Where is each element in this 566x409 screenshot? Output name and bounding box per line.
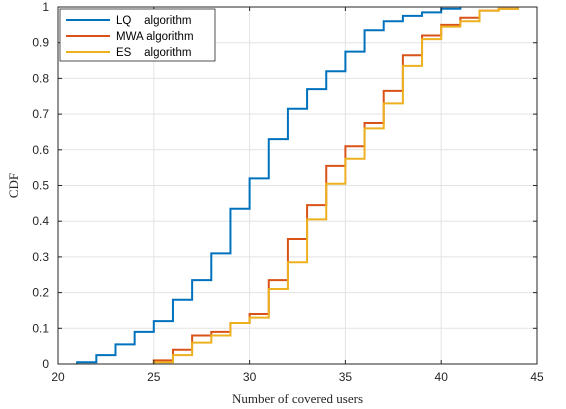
legend-label-mwa: MWA algorithm (116, 31, 194, 43)
legend-label-lq: LQ algorithm (116, 15, 191, 27)
y-tick-label: 1 (42, 0, 49, 14)
y-tick-label: 0.1 (32, 321, 49, 335)
y-tick-label: 0.4 (32, 214, 49, 228)
y-tick-label: 0.8 (32, 71, 49, 85)
y-tick-label: 0.9 (32, 36, 49, 50)
y-axis-label: CDF (6, 173, 21, 198)
y-tick-label: 0.7 (32, 107, 49, 121)
x-tick-label: 25 (147, 370, 161, 384)
series-lines (76, 7, 519, 364)
series-line-es (152, 7, 519, 364)
y-tick-label: 0.5 (32, 179, 49, 193)
x-tick-label: 20 (51, 370, 65, 384)
x-axis-label: Number of covered users (232, 391, 363, 406)
x-tick-label: 35 (339, 370, 353, 384)
x-tick-label: 40 (435, 370, 449, 384)
y-tick-label: 0 (42, 357, 49, 371)
legend: LQ algorithm MWA algorithm ES algorithm (59, 8, 216, 62)
y-tick-label: 0.2 (32, 286, 49, 300)
legend-label-es: ES algorithm (116, 47, 191, 59)
x-tick-label: 45 (530, 370, 544, 384)
y-tick-label: 0.6 (32, 143, 49, 157)
series-line-lq (76, 7, 462, 364)
x-tick-label: 30 (243, 370, 257, 384)
y-tick-label: 0.3 (32, 250, 49, 264)
